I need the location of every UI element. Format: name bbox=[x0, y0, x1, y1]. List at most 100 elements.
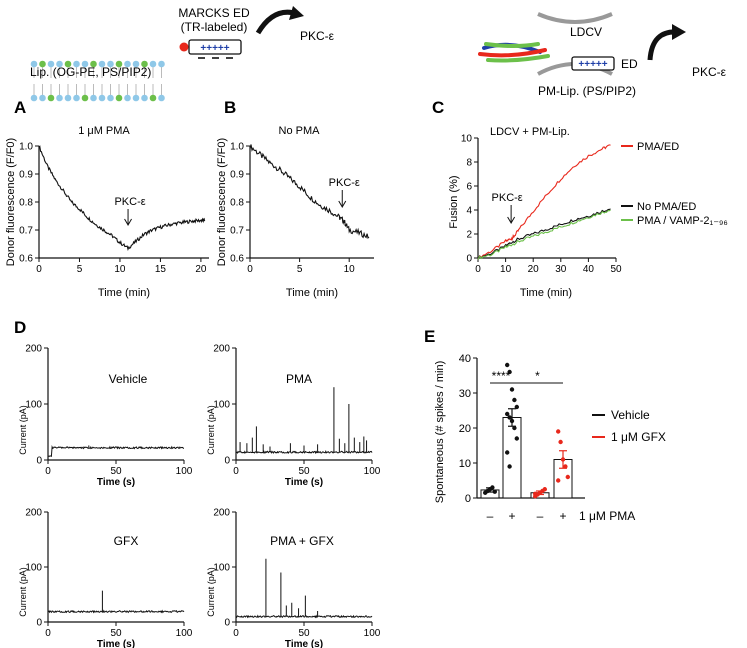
e-y-tick-label: 20 bbox=[459, 423, 471, 435]
lipid-head bbox=[73, 94, 80, 102]
b-y-tick-label: 0.6 bbox=[230, 254, 244, 265]
e-category-label-2: – bbox=[537, 509, 544, 523]
c-y-tick-label: 0 bbox=[466, 254, 472, 265]
marcks-ed-charges: +++++ bbox=[200, 43, 229, 54]
d0-y-tick-label: 200 bbox=[25, 344, 42, 355]
c-x-tick-label: 0 bbox=[475, 264, 481, 275]
e-legend-label-1: 1 μM GFX bbox=[611, 430, 666, 444]
lipid-head bbox=[124, 94, 131, 102]
c-ylabel: Fusion (%) bbox=[448, 175, 460, 228]
b-arrowhead-icon bbox=[338, 200, 347, 208]
d1-ylabel: Current (pA) bbox=[206, 405, 216, 455]
e-point-0 bbox=[490, 485, 495, 490]
d2-x-tick-label: 100 bbox=[176, 628, 193, 639]
d3-x-tick-label: 100 bbox=[364, 628, 381, 639]
lipid-label: Lip. (OG-PE, PS/PIP2) bbox=[30, 65, 151, 79]
d1-y-tick-label: 100 bbox=[213, 400, 230, 411]
panel-label-c: C bbox=[432, 98, 444, 117]
b-xlabel: Time (min) bbox=[286, 287, 338, 299]
lipid-head bbox=[132, 94, 140, 102]
e-point-2 bbox=[533, 491, 538, 496]
e-point-1 bbox=[507, 464, 512, 469]
d1-x-tick-label: 50 bbox=[298, 466, 310, 477]
e-legend-label-0: Vehicle bbox=[611, 408, 650, 422]
d3-baseline-trace bbox=[235, 614, 373, 619]
lipid-head bbox=[64, 94, 72, 102]
c-legend-label-0: PMA/ED bbox=[637, 141, 679, 153]
lipid-head bbox=[158, 94, 165, 102]
c-y-tick-label: 2 bbox=[466, 230, 472, 241]
lipid-head bbox=[81, 60, 89, 68]
chart-panel-b: 0 5 10 0.6 0.7 0.8 0.9 1.0 No PMA Time (min) Donor… bbox=[216, 125, 374, 299]
e-point-3 bbox=[565, 474, 570, 480]
a-y-tick-label: 0.7 bbox=[19, 226, 33, 237]
d0-x-tick-label: 50 bbox=[110, 466, 122, 477]
d1-title: PMA bbox=[286, 372, 312, 386]
c-line-series-0 bbox=[477, 144, 611, 260]
lipid-head bbox=[56, 94, 63, 102]
c-x-tick-label: 10 bbox=[500, 264, 512, 275]
lipid-bilayer-icon bbox=[30, 60, 165, 102]
lipid-head bbox=[158, 60, 165, 68]
schematic-right: LDCV +++++ ED PM-Lip. (PS/PIP2) PKC-ε bbox=[478, 12, 727, 98]
lipid-head bbox=[39, 94, 46, 102]
b-title: No PMA bbox=[279, 125, 321, 137]
a-y-tick-label: 1.0 bbox=[19, 142, 33, 153]
a-y-tick-label: 0.8 bbox=[19, 198, 33, 209]
e-point-1 bbox=[512, 397, 517, 403]
b-x-tick-label: 0 bbox=[247, 264, 253, 275]
e-point-1 bbox=[512, 425, 517, 431]
d3-y-tick-label: 200 bbox=[213, 508, 230, 519]
lipid-head bbox=[47, 60, 55, 68]
a-y-tick-label: 0.6 bbox=[19, 254, 33, 265]
d1-x-tick-label: 0 bbox=[233, 466, 239, 477]
d0-x-tick-label: 0 bbox=[45, 466, 51, 477]
ed-charges-right: +++++ bbox=[578, 59, 607, 70]
lipid-head bbox=[56, 60, 63, 68]
d2-title: GFX bbox=[114, 534, 139, 548]
lipid-head bbox=[115, 94, 123, 102]
e-y-tick-label: 40 bbox=[459, 353, 471, 365]
e-condition-label: 1 μM PMA bbox=[579, 509, 635, 523]
b-y-tick-label: 0.8 bbox=[230, 198, 244, 209]
lipid-head bbox=[132, 60, 140, 68]
marcks-title-2: (TR-labeled) bbox=[181, 20, 248, 34]
panel-label-e: E bbox=[424, 327, 435, 346]
e-point-1 bbox=[509, 418, 515, 424]
e-point-1 bbox=[505, 411, 510, 417]
d3-title: PMA + GFX bbox=[270, 534, 334, 548]
b-y-tick-label: 0.7 bbox=[230, 226, 244, 237]
d2-baseline-trace bbox=[47, 609, 185, 614]
e-category-label-1: + bbox=[508, 509, 515, 523]
c-title: LDCV + PM-Lip. bbox=[490, 126, 570, 138]
a-line-pma-trace bbox=[38, 145, 206, 251]
b-y-tick-label: 0.9 bbox=[230, 170, 244, 181]
e-point-1 bbox=[507, 369, 512, 375]
e-point-1 bbox=[509, 387, 515, 392]
e-bar-1 bbox=[502, 417, 522, 499]
e-point-3 bbox=[560, 457, 566, 462]
a-x-tick-label: 10 bbox=[114, 264, 126, 275]
schematic-left: MARCKS ED (TR-labeled) +++++ Lip. (OG-PE… bbox=[30, 6, 335, 102]
lipid-head bbox=[81, 94, 89, 102]
d2-y-tick-label: 100 bbox=[25, 563, 42, 574]
d2-xlabel: Time (s) bbox=[97, 639, 135, 648]
d3-xlabel: Time (s) bbox=[285, 639, 323, 648]
e-point-3 bbox=[563, 464, 568, 469]
lipid-head bbox=[30, 94, 38, 102]
chart-panel-c: 0 10 20 30 40 50 0 2 4 6 8 10 PMA/ED No PMA/ED PMA / V… bbox=[448, 126, 728, 299]
texas-red-label-icon bbox=[179, 42, 189, 52]
c-x-tick-label: 50 bbox=[610, 264, 622, 275]
e-point-1 bbox=[505, 362, 510, 368]
ldcv-membrane-top-icon bbox=[537, 12, 613, 24]
d0-x-tick-label: 100 bbox=[176, 466, 193, 477]
panel-label-b: B bbox=[224, 98, 236, 117]
e-point-3 bbox=[556, 478, 561, 483]
lipid-head bbox=[107, 60, 114, 68]
d1-y-tick-label: 200 bbox=[213, 344, 230, 355]
d2-x-tick-label: 50 bbox=[110, 628, 122, 639]
a-x-tick-label: 0 bbox=[36, 264, 42, 275]
lipid-head bbox=[64, 60, 72, 68]
